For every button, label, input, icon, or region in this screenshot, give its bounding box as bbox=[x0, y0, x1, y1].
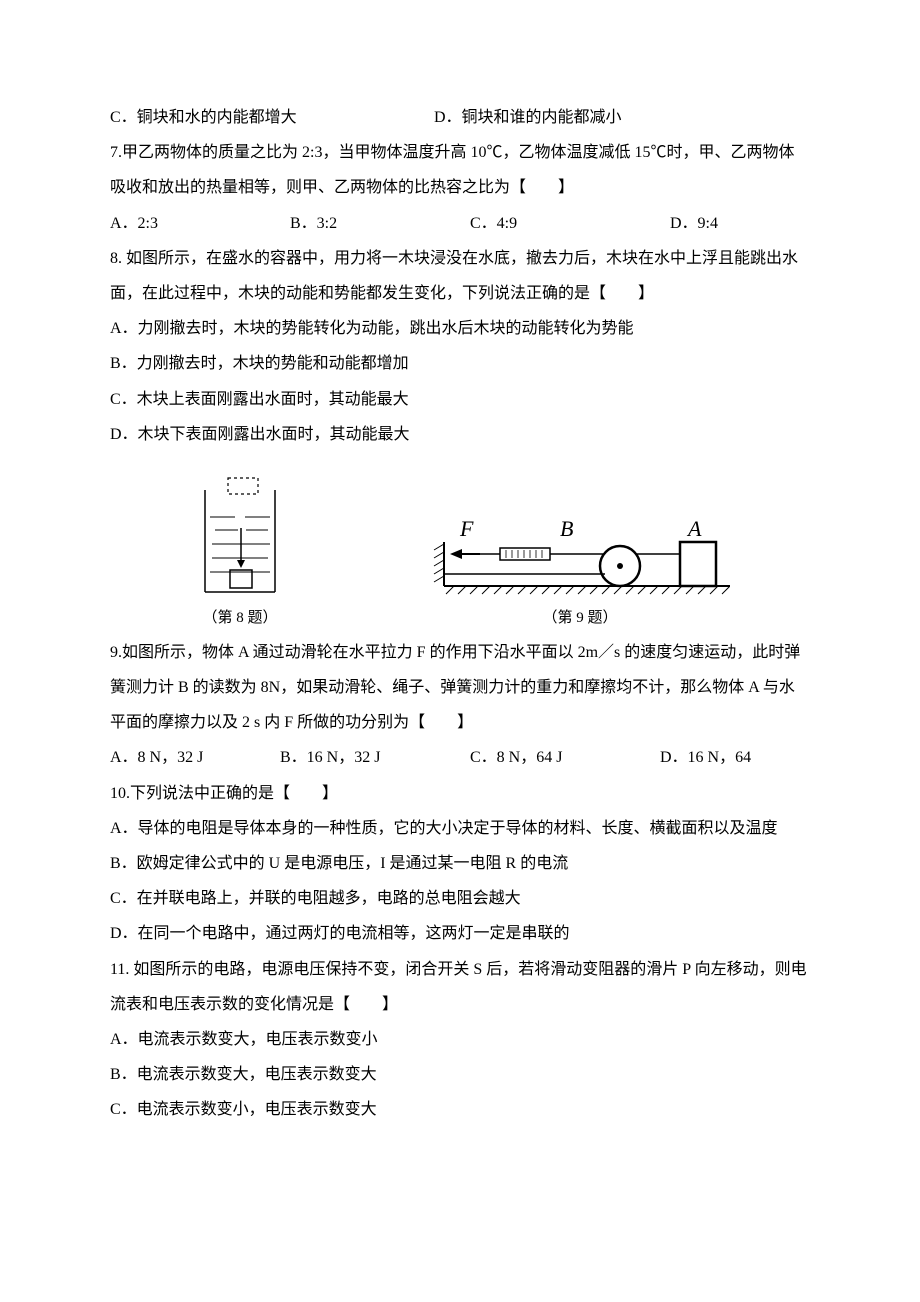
q9-options: A．8 N，32 J B．16 N，32 J C．8 N，64 J D．16 N… bbox=[110, 740, 810, 775]
q9-opt-d: D．16 N，64 bbox=[660, 740, 751, 775]
q7-opt-a: A．2:3 bbox=[110, 206, 290, 241]
q8-opt-a: A．力刚撤去时，木块的势能转化为动能，跳出水后木块的动能转化为势能 bbox=[110, 311, 810, 346]
figure-8-label: （第 8 题） bbox=[202, 606, 277, 630]
q10-opt-d: D．在同一个电路中，通过两灯的电流相等，这两灯一定是串联的 bbox=[110, 916, 810, 951]
q7-opt-b: B．3:2 bbox=[290, 206, 470, 241]
label-A: A bbox=[686, 516, 702, 541]
q9-opt-a: A．8 N，32 J bbox=[110, 740, 280, 775]
q6-options: C．铜块和水的内能都增大 D．铜块和谁的内能都减小 bbox=[110, 100, 810, 135]
q8-opt-b: B．力刚撤去时，木块的势能和动能都增加 bbox=[110, 346, 810, 381]
q11-opt-b: B．电流表示数变大，电压表示数变大 bbox=[110, 1057, 810, 1092]
figure-9-label: （第 9 题） bbox=[542, 606, 617, 630]
q6-opt-d: D．铜块和谁的内能都减小 bbox=[434, 100, 622, 135]
q9-opt-c: C．8 N，64 J bbox=[470, 740, 660, 775]
q8-stem: 8. 如图所示，在盛水的容器中，用力将一木块浸没在水底，撤去力后，木块在水中上浮… bbox=[110, 241, 810, 311]
q10-opt-c: C．在并联电路上，并联的电阻越多，电路的总电阻会越大 bbox=[110, 881, 810, 916]
q10-opt-b: B．欧姆定律公式中的 U 是电源电压，I 是通过某一电阻 R 的电流 bbox=[110, 846, 810, 881]
q8-opt-d: D．木块下表面刚露出水面时，其动能最大 bbox=[110, 417, 810, 452]
q8-opt-c: C．木块上表面刚露出水面时，其动能最大 bbox=[110, 382, 810, 417]
q10-opt-a: A．导体的电阻是导体本身的一种性质，它的大小决定于导体的材料、长度、横截面积以及… bbox=[110, 811, 810, 846]
q11-stem: 11. 如图所示的电路，电源电压保持不变，闭合开关 S 后，若将滑动变阻器的滑片… bbox=[110, 952, 810, 1022]
q7-options: A．2:3 B．3:2 C．4:9 D．9:4 bbox=[110, 206, 810, 241]
figure-8-svg bbox=[190, 472, 290, 602]
label-B: B bbox=[560, 516, 573, 541]
q9-stem: 9.如图所示，物体 A 通过动滑轮在水平拉力 F 的作用下沿水平面以 2m／s … bbox=[110, 635, 810, 741]
q7-opt-c: C．4:9 bbox=[470, 206, 670, 241]
q7-stem: 7.甲乙两物体的质量之比为 2:3，当甲物体温度升高 10℃，乙物体温度减低 1… bbox=[110, 135, 810, 205]
q10-stem: 10.下列说法中正确的是【 】 bbox=[110, 776, 810, 811]
label-F: F bbox=[459, 516, 474, 541]
figure-8: （第 8 题） bbox=[190, 472, 290, 630]
q11-opt-c: C．电流表示数变小，电压表示数变大 bbox=[110, 1092, 810, 1127]
q9-opt-b: B．16 N，32 J bbox=[280, 740, 470, 775]
figure-9-svg: F B A bbox=[430, 512, 730, 602]
figure-9: F B A （第 9 题） bbox=[430, 512, 730, 630]
q11-opt-a: A．电流表示数变大，电压表示数变小 bbox=[110, 1022, 810, 1057]
q6-opt-c: C．铜块和水的内能都增大 bbox=[110, 100, 430, 135]
q7-opt-d: D．9:4 bbox=[670, 206, 718, 241]
figures-row: （第 8 题） bbox=[110, 472, 810, 630]
